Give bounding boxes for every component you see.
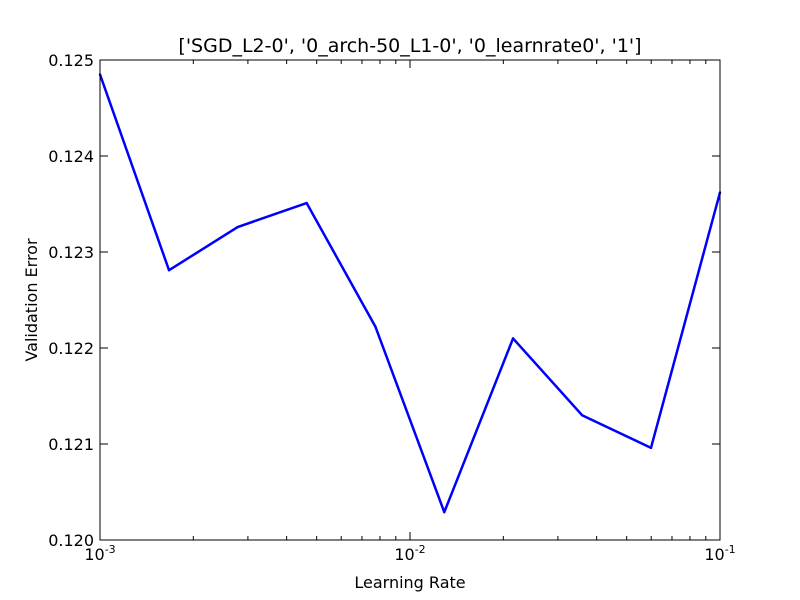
- data-point: [511, 337, 515, 340]
- x-tick-label: 10-1: [704, 543, 735, 564]
- data-point: [374, 325, 377, 329]
- y-tick-label: 0.120: [48, 531, 94, 550]
- y-tick-label: 0.123: [48, 243, 94, 262]
- chart-title: ['SGD_L2-0', '0_arch-50_L1-0', '0_learnr…: [178, 35, 641, 57]
- series-line: [98, 73, 722, 514]
- x-tick-label: 10-3: [84, 543, 115, 564]
- data-point: [236, 225, 239, 229]
- y-tick-label: 0.122: [48, 339, 94, 358]
- y-tick-label: 0.124: [48, 147, 94, 166]
- data-point: [167, 269, 171, 272]
- data-point: [649, 446, 653, 450]
- x-axis-label: Learning Rate: [354, 573, 465, 592]
- x-tick-label: 10-2: [394, 543, 425, 564]
- y-tick-label: 0.121: [48, 435, 94, 454]
- data-point: [443, 510, 446, 514]
- data-point: [580, 414, 584, 417]
- plot-frame: [99, 59, 721, 541]
- y-axis-label: Validation Error: [22, 238, 41, 362]
- data-point: [305, 201, 308, 205]
- y-tick-label: 0.125: [48, 51, 94, 70]
